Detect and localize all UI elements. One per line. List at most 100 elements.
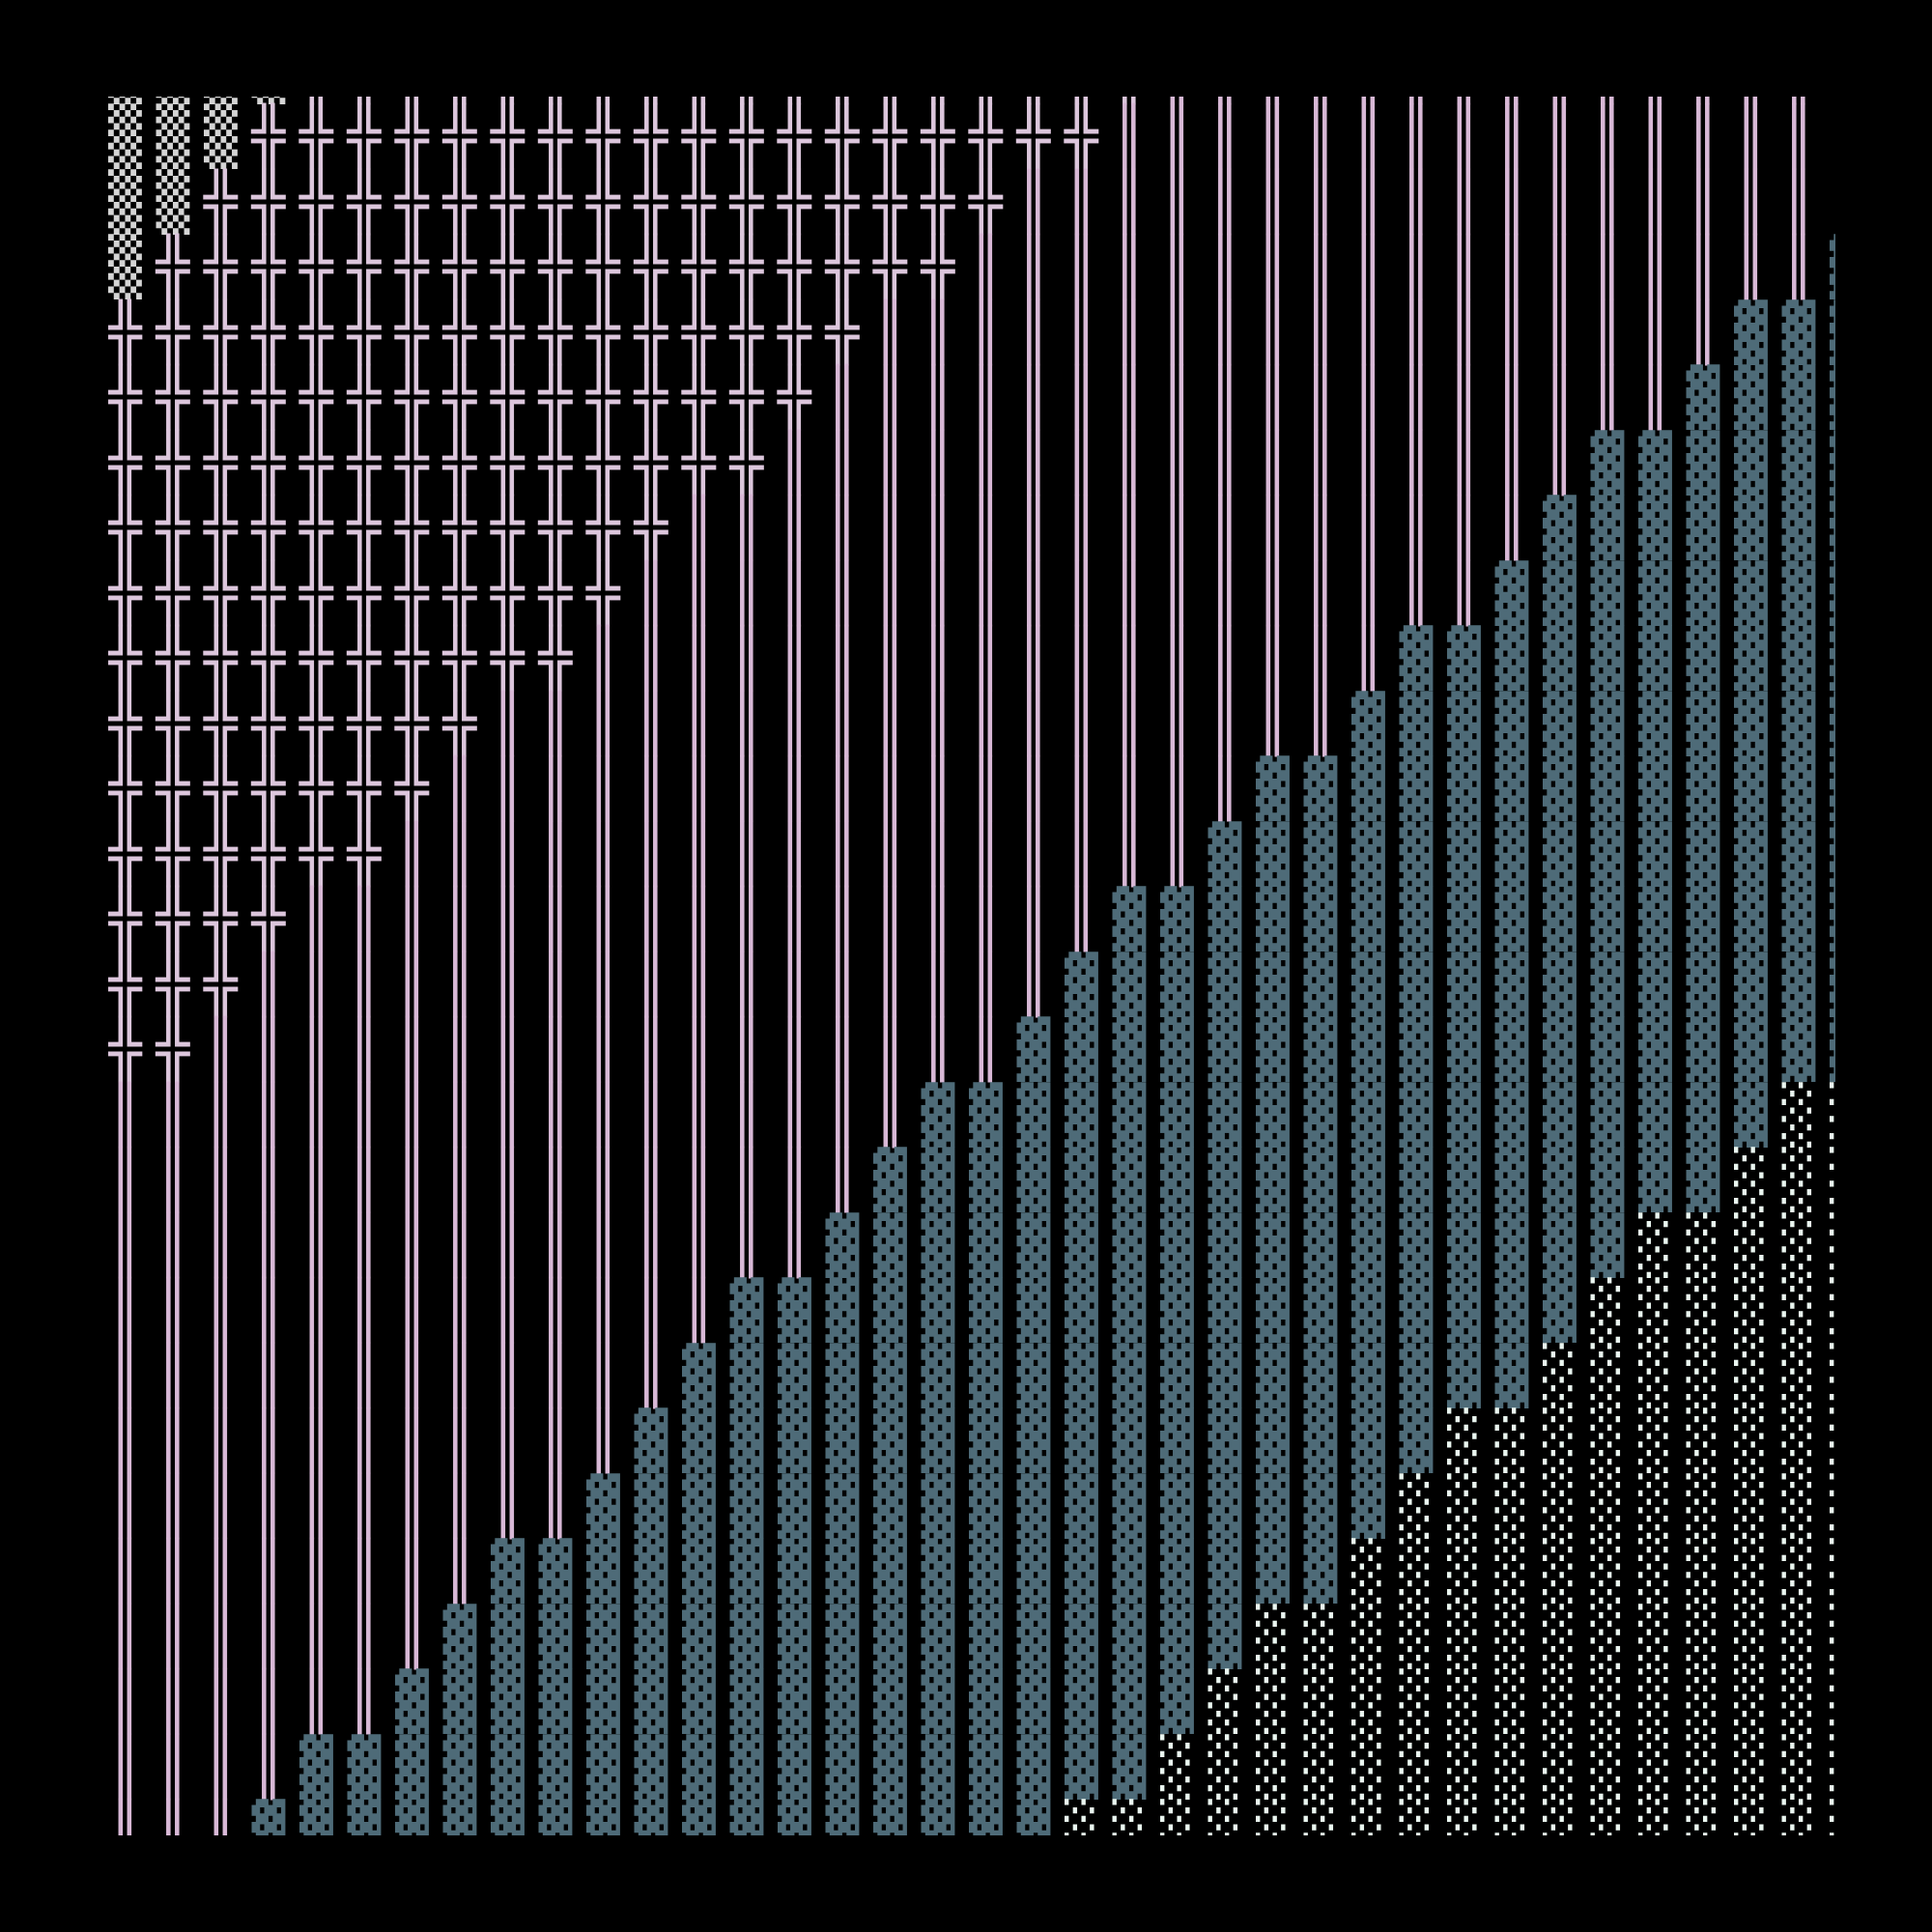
double-cross-glyph: ╬ [108, 429, 142, 496]
double-cross-glyph: ╬ [729, 168, 764, 235]
dark-shade-glyph: ▓ [1160, 1603, 1194, 1669]
double-vertical-glyph: ║ [299, 1472, 333, 1539]
double-vertical-glyph: ║ [1543, 234, 1577, 299]
double-vertical-glyph: ║ [729, 690, 764, 756]
light-shade-glyph: ░ [1686, 1538, 1720, 1604]
double-vertical-glyph: ║ [1208, 625, 1242, 691]
dark-shade-glyph: ▓ [1208, 1538, 1242, 1604]
double-cross-glyph: ╬ [347, 559, 382, 626]
dark-shade-glyph: ▓ [1638, 951, 1672, 1017]
double-vertical-glyph: ║ [825, 820, 860, 887]
dark-shade-glyph: ▓ [299, 1799, 333, 1835]
double-vertical-glyph: ║ [395, 1277, 429, 1343]
double-cross-glyph: ╬ [156, 364, 190, 430]
double-vertical-glyph: ║ [1160, 690, 1194, 756]
dark-shade-glyph: ▓ [1065, 1603, 1098, 1669]
dark-shade-glyph: ▓ [1065, 1342, 1098, 1408]
dark-shade-glyph: ▓ [1686, 429, 1720, 496]
double-vertical-glyph: ║ [1160, 625, 1194, 691]
double-vertical-glyph: ║ [156, 1277, 190, 1343]
dark-shade-glyph: ▓ [1447, 886, 1481, 952]
double-vertical-glyph: ║ [395, 1472, 429, 1539]
double-vertical-glyph: ║ [108, 1668, 142, 1734]
double-vertical-glyph: ║ [634, 1016, 668, 1082]
dark-shade-glyph: ▓ [1112, 1407, 1147, 1473]
double-vertical-glyph: ║ [442, 1538, 477, 1604]
dark-shade-glyph: ▓ [442, 1733, 477, 1800]
double-vertical-glyph: ║ [586, 690, 620, 756]
dark-shade-glyph: ▓ [969, 1733, 1003, 1800]
double-vertical-glyph: ║ [1494, 429, 1529, 496]
dark-shade-glyph: ▓ [538, 1799, 573, 1835]
double-vertical-glyph: ║ [1447, 97, 1495, 104]
light-shade-glyph: ░ [1303, 1733, 1338, 1800]
double-vertical-glyph: ║ [682, 951, 716, 1017]
double-vertical-glyph: ║ [1065, 755, 1098, 821]
double-cross-glyph: ╬ [156, 951, 190, 1017]
dark-shade-glyph: ▓ [1399, 1081, 1434, 1148]
double-cross-glyph: ╬ [299, 625, 333, 691]
dark-shade-glyph: ▓ [921, 1407, 955, 1473]
dark-shade-glyph: ▓ [1399, 951, 1434, 1017]
double-vertical-glyph: ║ [1065, 168, 1098, 235]
dark-shade-glyph: ▓ [921, 1277, 955, 1343]
double-cross-glyph: ╬ [539, 97, 587, 104]
double-vertical-glyph: ║ [299, 951, 333, 1017]
light-shade-glyph: ░ [1686, 1733, 1720, 1800]
medium-shade-glyph: ▒ [156, 103, 190, 169]
dark-shade-glyph: ▓ [1303, 820, 1338, 887]
light-shade-glyph: ░ [1494, 1407, 1529, 1473]
double-vertical-glyph: ║ [108, 1603, 142, 1669]
double-cross-glyph: ╬ [634, 103, 668, 169]
double-vertical-glyph: ║ [825, 495, 860, 560]
double-vertical-glyph: ║ [1208, 97, 1257, 104]
light-shade-glyph: ░ [1830, 1538, 1835, 1605]
dark-shade-glyph: ▓ [1112, 1603, 1147, 1669]
dark-shade-glyph: ▓ [395, 1799, 429, 1835]
dark-shade-glyph: ▓ [1351, 1277, 1385, 1343]
double-vertical-glyph: ║ [1160, 429, 1194, 496]
dark-shade-glyph: ▓ [1256, 1472, 1290, 1539]
light-shade-glyph: ░ [1830, 1277, 1835, 1344]
double-vertical-glyph: ║ [299, 1407, 333, 1473]
double-cross-glyph: ╬ [156, 429, 190, 496]
light-shade-glyph: ░ [1781, 1407, 1816, 1473]
dark-shade-glyph: ▓ [1303, 1016, 1338, 1082]
double-vertical-glyph: ║ [1734, 97, 1782, 104]
double-cross-glyph: ╬ [395, 234, 429, 299]
double-vertical-glyph: ║ [1160, 364, 1194, 430]
dark-shade-glyph: ▓ [1065, 1733, 1098, 1800]
double-vertical-glyph: ║ [1687, 97, 1735, 104]
double-vertical-glyph: ║ [634, 1277, 668, 1343]
dark-shade-glyph: ▓ [1830, 560, 1835, 627]
double-cross-glyph: ╬ [778, 103, 811, 169]
double-vertical-glyph: ║ [873, 298, 907, 365]
double-vertical-glyph: ║ [1065, 886, 1098, 952]
double-vertical-glyph: ║ [873, 625, 907, 691]
double-vertical-glyph: ║ [156, 1407, 190, 1473]
double-vertical-glyph: ║ [778, 820, 811, 887]
double-vertical-glyph: ║ [156, 1733, 190, 1800]
dark-shade-glyph: ▓ [1543, 951, 1577, 1017]
light-shade-glyph: ░ [1686, 1342, 1720, 1408]
light-shade-glyph: ░ [1830, 1082, 1835, 1149]
double-cross-glyph: ╬ [442, 103, 477, 169]
dark-shade-glyph: ▓ [1590, 1147, 1625, 1212]
double-vertical-glyph: ║ [1016, 495, 1051, 560]
double-vertical-glyph: ║ [682, 1277, 716, 1343]
dark-shade-glyph: ▓ [1590, 820, 1625, 887]
double-vertical-glyph: ║ [1065, 429, 1098, 496]
double-vertical-glyph: ║ [347, 1603, 382, 1669]
double-vertical-glyph: ║ [682, 1211, 716, 1278]
dark-shade-glyph: ▓ [825, 1407, 860, 1473]
double-vertical-glyph: ║ [873, 429, 907, 496]
double-vertical-glyph: ║ [778, 951, 811, 1017]
double-vertical-glyph: ║ [1830, 97, 1835, 104]
dark-shade-glyph: ▓ [1160, 1538, 1194, 1604]
double-vertical-glyph: ║ [108, 1799, 142, 1835]
double-vertical-glyph: ║ [1112, 429, 1147, 496]
dark-shade-glyph: ▓ [1638, 625, 1672, 691]
double-vertical-glyph: ║ [538, 1407, 573, 1473]
light-shade-glyph: ░ [1638, 1733, 1672, 1800]
double-vertical-glyph: ║ [347, 1668, 382, 1734]
